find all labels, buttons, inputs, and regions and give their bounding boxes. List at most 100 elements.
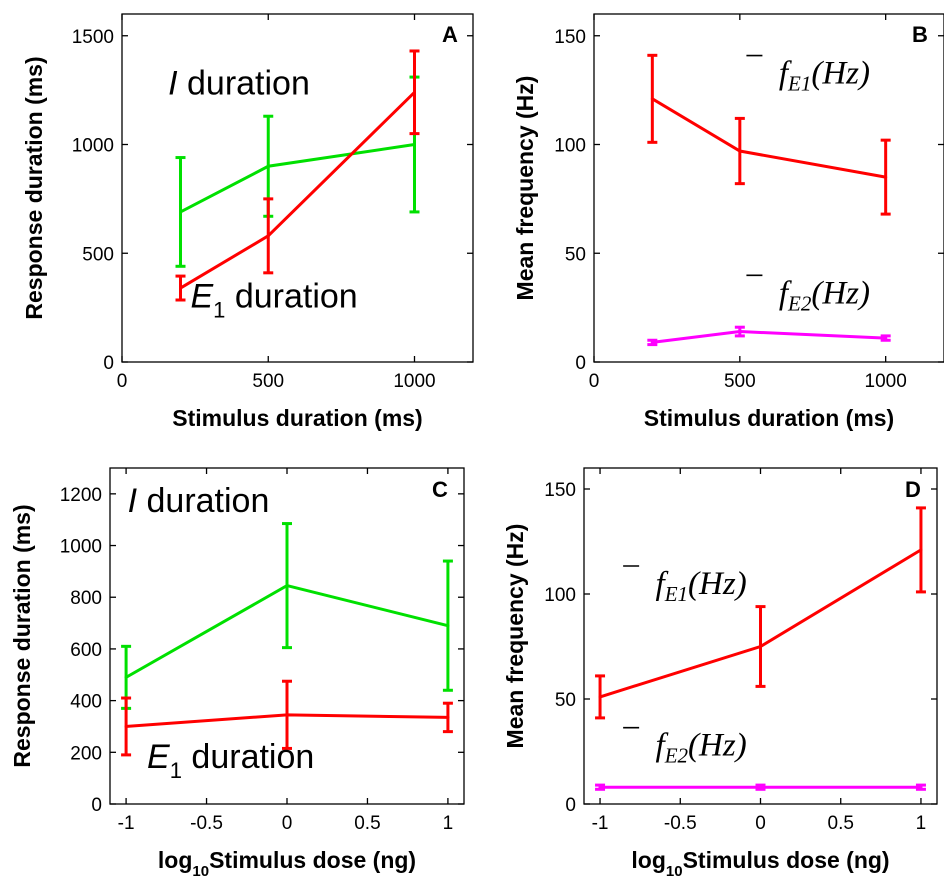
y-tick-label: 50 [555,690,576,711]
data-point [124,675,128,679]
y-tick-label: 1200 [60,485,102,506]
error-bar [647,338,658,347]
series-1 [121,679,453,757]
error-bar [282,679,292,750]
data-point [598,785,602,789]
axes-box [121,13,474,363]
x-tick-label: 0 [589,371,600,392]
panel-A: 0 500 1000 0 500 1000 1500 Stimulus duration (m… [21,13,474,431]
series-1 [175,49,420,302]
x-axis-label: log10Stimulus dose (ng) [631,847,889,880]
x-axis-label: Stimulus duration (ms) [172,405,422,431]
annotation: E1 duration [190,278,357,323]
x-axis-label: log10Stimulus dose (ng) [158,847,416,880]
annotation-italic: I [128,482,138,520]
panel-B: 0 500 1000 0 50 100 150 Stimulus duration (ms) M… [512,13,944,431]
x-tick-label: 1000 [393,371,435,392]
error-bar [734,116,745,186]
series-line [179,143,415,214]
annotation: fE2(Hz) [656,728,747,768]
panel-letter: B [912,22,928,47]
y-tick-label: 800 [70,588,102,609]
error-bar [755,783,766,791]
x-axis-label-log: log [158,847,193,873]
x-tick-label: 500 [724,371,756,392]
annotation-italic: I [168,64,178,102]
annotation-italic: E [190,278,213,316]
annotation-sub: 1 [213,298,225,323]
error-bar [263,197,274,275]
y-tick-label: 0 [575,353,586,374]
data-point [413,143,416,146]
error-bar [880,334,891,342]
series-0 [175,75,420,268]
x-tick-label: 0 [117,371,128,392]
annotation-text: (Hz) [688,728,747,764]
x-tick-label: -0.5 [190,813,223,834]
panel-letter: A [442,22,458,47]
annotation-text: duration [178,64,310,102]
x-tick-label: 1 [916,813,927,834]
annotation-text: duration [137,482,269,520]
error-bar [409,49,420,136]
data-point [884,175,888,179]
y-tick-label: 1000 [72,136,114,157]
panel-C: -1 -0.5 0 0.5 1020040060080010001200log10Sti… [9,467,465,880]
y-axis-label: Response duration (ms) [21,56,47,319]
error-bar [175,274,186,302]
annotation: fE1(Hz) [779,56,870,96]
x-tick-label: 0.5 [354,813,380,834]
x-axis-label-log: log [631,847,666,873]
data-point [413,90,416,94]
x-tick-label: 0 [282,813,293,834]
data-point [124,724,128,728]
x-tick-label: 1000 [865,371,907,392]
series-0 [595,506,926,720]
x-tick-label: -0.5 [664,813,697,834]
x-tick-label: 0.5 [828,813,854,834]
x-tick-label: -1 [118,813,135,834]
data-point [738,330,742,334]
data-point [919,548,923,552]
annotation: I duration [128,482,270,520]
data-point [919,785,923,789]
y-tick-label: 50 [565,244,586,265]
error-bar [442,559,453,692]
series-line [179,91,416,290]
data-point [446,715,450,719]
y-tick-label: 500 [82,244,114,265]
annotation: E1 duration [147,738,314,783]
annotation-sub: E2 [787,291,812,315]
error-bar [595,783,606,791]
error-bar [442,701,453,734]
error-bar [880,138,891,216]
series-1 [647,325,891,347]
series-1 [595,783,926,791]
error-bar [175,156,186,268]
x-tick-label: -1 [592,813,609,834]
annotation-text: duration [182,738,314,776]
y-axis-label: Response duration (ms) [9,504,35,767]
data-point [759,785,762,789]
error-bar [282,522,292,650]
annotation: I duration [168,64,310,102]
data-point [179,286,182,290]
x-axis-label: Stimulus duration (ms) [644,405,894,431]
annotation-sub: E2 [664,744,689,768]
y-tick-label: 150 [544,480,576,501]
y-tick-label: 0 [565,795,576,816]
series-line [652,330,886,344]
annotation-sub: 1 [170,758,182,783]
annotation-italic: E [147,738,170,776]
x-tick-label: 1 [443,813,454,834]
error-bar [121,696,132,757]
y-axis-label: Mean frequency (Hz) [512,76,538,301]
series-0 [647,53,891,216]
x-tick-label: 0 [755,813,766,834]
x-axis-label-text: Stimulus duration (ms) [644,405,894,431]
data-point [738,149,742,153]
panel-letter: D [905,477,921,502]
error-bar [915,506,926,594]
